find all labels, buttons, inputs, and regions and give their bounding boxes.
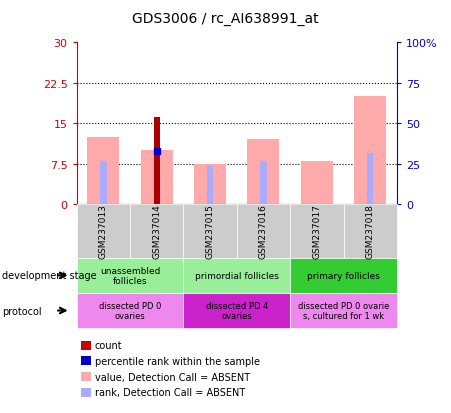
Text: GSM237015: GSM237015 [206,204,215,259]
Bar [100,161,106,204]
Bar [354,97,386,204]
Text: value, Detection Call = ABSENT: value, Detection Call = ABSENT [95,372,250,382]
Bar [141,151,173,204]
Bar [87,137,120,204]
Bar [248,140,280,204]
Bar [207,167,213,204]
Text: dissected PD 0
ovaries: dissected PD 0 ovaries [99,301,161,320]
Bar [301,161,333,204]
Text: GSM237018: GSM237018 [366,204,375,259]
Text: development stage: development stage [2,271,97,281]
Text: dissected PD 0 ovarie
s, cultured for 1 wk: dissected PD 0 ovarie s, cultured for 1 … [298,301,389,320]
Bar [367,154,373,204]
Text: percentile rank within the sample: percentile rank within the sample [95,356,260,366]
Text: GSM237016: GSM237016 [259,204,268,259]
Text: unassembled
follicles: unassembled follicles [100,266,160,285]
Text: primordial follicles: primordial follicles [195,271,279,280]
Text: GSM237014: GSM237014 [152,204,161,259]
Text: primary follicles: primary follicles [307,271,380,280]
Text: rank, Detection Call = ABSENT: rank, Detection Call = ABSENT [95,387,245,397]
Text: GDS3006 / rc_AI638991_at: GDS3006 / rc_AI638991_at [132,12,319,26]
Text: count: count [95,340,122,350]
Bar [153,117,160,204]
Text: dissected PD 4
ovaries: dissected PD 4 ovaries [206,301,268,320]
Bar [260,161,267,204]
Text: GSM237017: GSM237017 [313,204,321,259]
Text: protocol: protocol [2,306,42,316]
Bar [194,164,226,204]
Text: GSM237013: GSM237013 [99,204,108,259]
